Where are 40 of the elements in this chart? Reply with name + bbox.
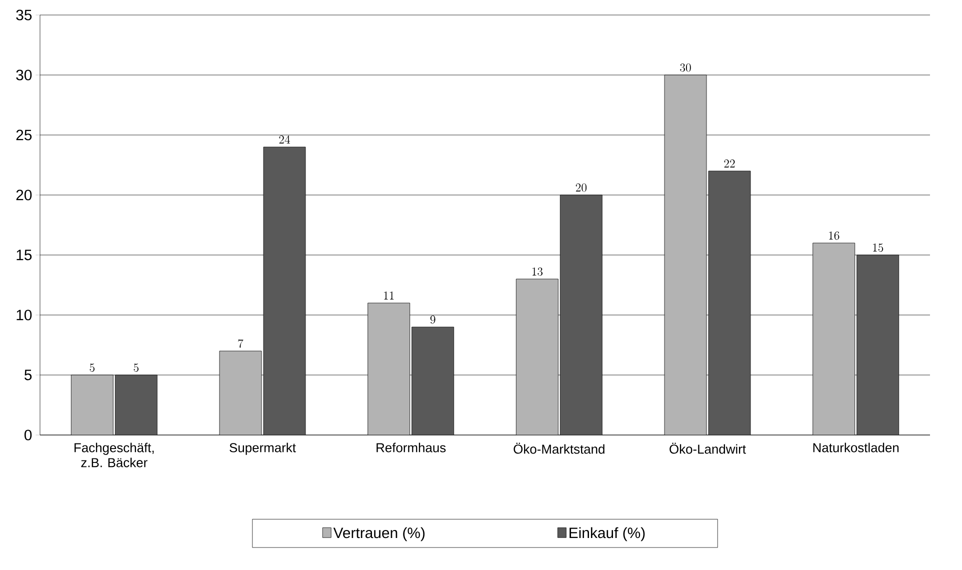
x-tick-label: Reformhaus	[376, 442, 446, 452]
x-tick-label: Supermarkt	[230, 442, 296, 455]
x-tick-label: Fachgeschäft, z.B. Bäcker	[74, 442, 154, 468]
y-tick-label: 0	[24, 430, 32, 440]
bar	[368, 302, 410, 435]
bar	[560, 194, 602, 435]
y-tick-label: 15	[16, 250, 32, 260]
bar	[664, 74, 707, 435]
data-label: 5	[134, 364, 139, 372]
data-label: 5	[90, 364, 95, 372]
y-tick-label: 25	[16, 130, 32, 140]
bar	[856, 254, 900, 435]
y-tick-label: 20	[16, 190, 32, 200]
data-label: 9	[430, 316, 436, 324]
x-tick-label: Naturkostladen	[813, 442, 899, 452]
data-label: 30	[680, 64, 691, 72]
data-label: 16	[829, 232, 840, 240]
bar	[219, 350, 262, 435]
x-tick-label: Öko-Marktstand	[514, 442, 604, 454]
bar	[412, 326, 454, 435]
bar	[114, 374, 158, 435]
data-label: 7	[238, 339, 244, 348]
data-label: 11	[384, 292, 394, 300]
y-tick-label: 30	[16, 70, 32, 80]
bar	[516, 278, 558, 435]
legend-label: Vertrauen (%)	[333, 527, 425, 542]
bar	[812, 242, 856, 435]
bar	[263, 146, 306, 435]
data-label: 24	[279, 135, 290, 144]
bar	[70, 374, 114, 435]
data-label: 15	[873, 244, 884, 252]
data-label: 20	[576, 184, 587, 192]
x-tick-label: Öko-Landwirt	[670, 442, 746, 454]
data-label: 22	[724, 160, 735, 168]
y-tick-label: 35	[16, 10, 32, 20]
data-label: 13	[532, 268, 543, 276]
bar	[708, 170, 751, 435]
y-tick-label: 10	[16, 310, 32, 320]
y-tick-label: 5	[24, 370, 32, 380]
legend-label: Einkauf (%)	[570, 527, 645, 542]
